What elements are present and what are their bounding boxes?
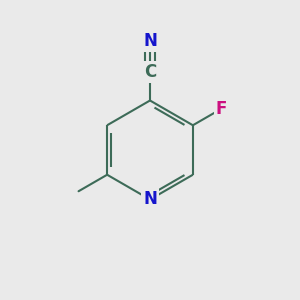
Text: F: F [216,100,227,118]
Text: N: N [143,32,157,50]
Text: C: C [144,63,156,81]
Text: N: N [143,190,157,208]
